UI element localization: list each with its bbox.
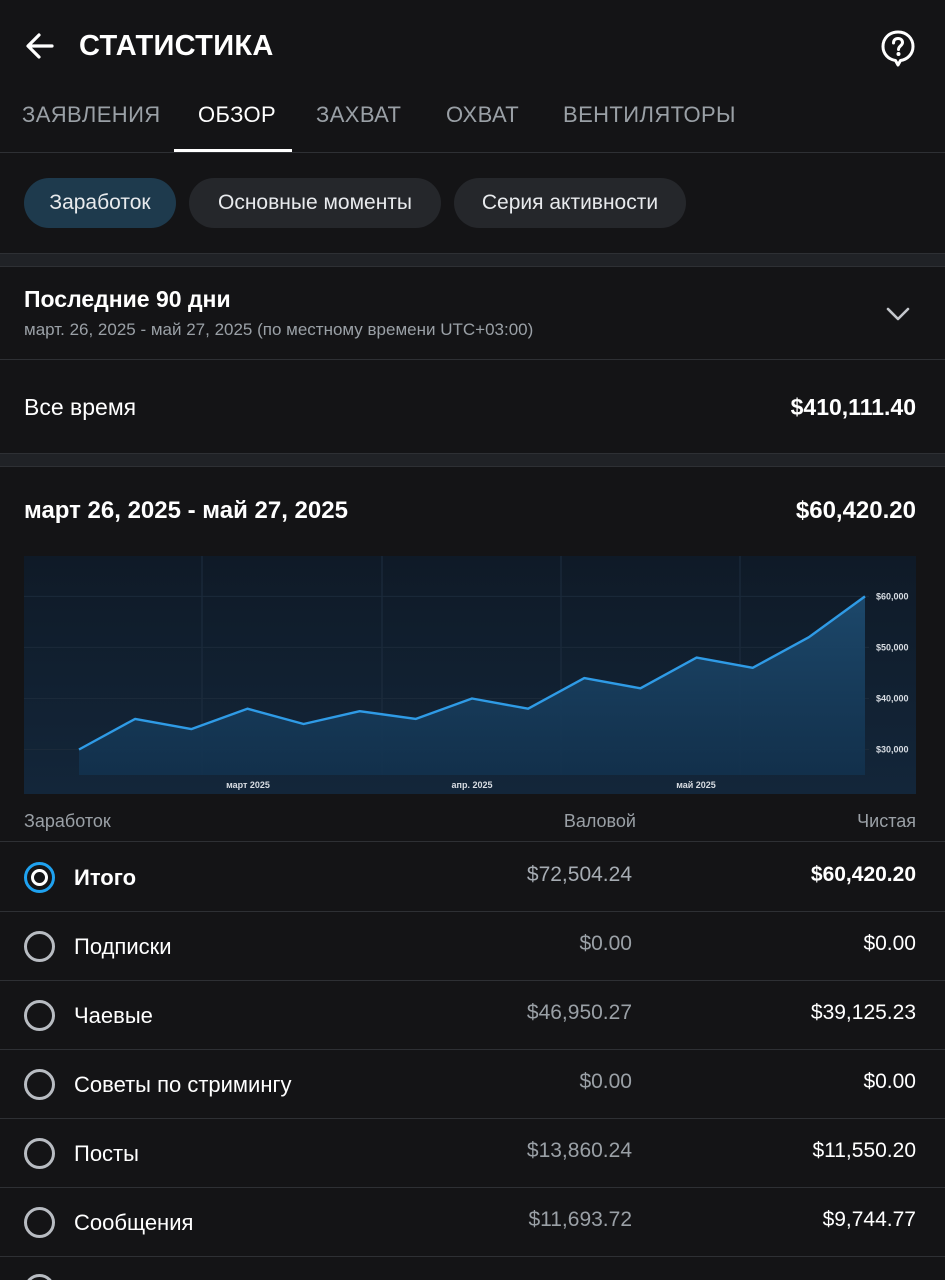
- chip-highlights[interactable]: Основные моменты: [189, 178, 441, 228]
- column-header-net: Чистая: [857, 811, 916, 831]
- row-net: $60,420.20: [810, 863, 916, 886]
- help-icon[interactable]: [878, 28, 918, 68]
- column-header-gross: Валовой: [563, 811, 636, 831]
- all-time-value: $410,111.40: [790, 394, 916, 420]
- back-arrow-icon[interactable]: [22, 28, 58, 64]
- table-row-stream-tips[interactable]: Советы по стримингу $0.00 $0.00: [0, 1050, 945, 1119]
- row-gross: $0.00: [579, 1070, 632, 1093]
- chart-x-tick-label: март 2025: [226, 780, 270, 790]
- top-bar: СТАТИСТИКА: [0, 0, 945, 95]
- row-name: Сообщения: [74, 1210, 194, 1235]
- row-gross: $13,860.24: [526, 1139, 632, 1162]
- table-row-messages[interactable]: Сообщения $11,693.72 $9,744.77: [0, 1188, 945, 1257]
- row-net: $0.00: [863, 932, 916, 955]
- earnings-table-header: Заработок Валовой Чистая: [0, 808, 945, 842]
- chart-x-tick-label: май 2025: [676, 780, 716, 790]
- all-time-summary: Все время $410,111.40: [0, 361, 945, 453]
- table-row-posts[interactable]: Посты $13,860.24 $11,550.20: [0, 1119, 945, 1188]
- row-net: $11,550.20: [812, 1139, 916, 1162]
- tab-bar: ЗАЯВЛЕНИЯ ОБЗОР ЗАХВАТ ОХВАТ ВЕНТИЛЯТОРЫ: [0, 95, 945, 153]
- radio-selected-icon[interactable]: [24, 862, 55, 893]
- period-selector[interactable]: Последние 90 дни март. 26, 2025 - май 27…: [0, 267, 945, 360]
- chart-y-tick-label: $40,000: [876, 693, 909, 703]
- radio-icon[interactable]: [24, 1069, 55, 1100]
- row-name: Посты: [74, 1141, 139, 1166]
- radio-icon[interactable]: [24, 1138, 55, 1169]
- section-divider: [0, 253, 945, 267]
- row-name: Чаевые: [74, 1003, 153, 1028]
- chart-series-line: [78, 595, 866, 751]
- row-gross: $11,693.72: [528, 1208, 632, 1231]
- row-name: Итого: [74, 865, 137, 890]
- range-value: $60,420.20: [795, 497, 916, 524]
- tab-engagement[interactable]: ЗАХВАТ: [316, 102, 402, 127]
- chip-earnings[interactable]: Заработок: [24, 178, 176, 228]
- page-title: СТАТИСТИКА: [79, 30, 274, 62]
- range-label: март 26, 2025 - май 27, 2025: [24, 497, 348, 524]
- row-name: Подписки: [74, 934, 172, 959]
- chart-y-tick-label: $60,000: [876, 591, 909, 601]
- row-gross: $72,504.24: [526, 863, 632, 886]
- table-row-tips[interactable]: Чаевые $46,950.27 $39,125.23: [0, 981, 945, 1050]
- earnings-chart: $60,000 $50,000 $40,000 $30,000 март 2025 ап…: [24, 556, 916, 794]
- period-subtitle: март. 26, 2025 - май 27, 2025 (по местно…: [24, 320, 534, 339]
- all-time-label: Все время: [24, 394, 137, 420]
- section-divider: [0, 453, 945, 467]
- row-net: $0.00: [863, 1070, 916, 1093]
- row-gross: $0.00: [579, 932, 632, 955]
- chart-y-tick-label: $30,000: [876, 744, 909, 754]
- radio-icon[interactable]: [24, 931, 55, 962]
- radio-icon[interactable]: [24, 1000, 55, 1031]
- tab-fans[interactable]: ВЕНТИЛЯТОРЫ: [563, 102, 736, 127]
- table-row-subscriptions[interactable]: Подписки $0.00 $0.00: [0, 912, 945, 981]
- chevron-down-icon[interactable]: [884, 300, 912, 328]
- column-header-earnings: Заработок: [24, 811, 111, 831]
- chip-activity-streak[interactable]: Серия активности: [454, 178, 686, 228]
- chart-y-tick-label: $50,000: [876, 642, 909, 652]
- radio-icon[interactable]: [24, 1207, 55, 1238]
- tab-statements[interactable]: ЗАЯВЛЕНИЯ: [22, 102, 161, 127]
- row-gross: $46,950.27: [526, 1001, 632, 1024]
- table-row-total[interactable]: Итого $72,504.24 $60,420.20: [0, 843, 945, 912]
- chart-x-tick-label: апр. 2025: [452, 780, 493, 790]
- filter-chips: Заработок Основные моменты Серия активно…: [0, 153, 945, 253]
- row-net: $9,744.77: [822, 1208, 916, 1231]
- tab-overview[interactable]: ОБЗОР: [198, 102, 277, 127]
- row-net: $39,125.23: [810, 1001, 916, 1024]
- period-title: Последние 90 дни: [24, 286, 231, 312]
- chart-area-fill: [79, 596, 865, 775]
- radio-icon[interactable]: [24, 1274, 55, 1280]
- active-tab-indicator: [174, 149, 292, 152]
- row-name: Советы по стримингу: [74, 1072, 292, 1097]
- tab-reach[interactable]: ОХВАТ: [446, 102, 520, 127]
